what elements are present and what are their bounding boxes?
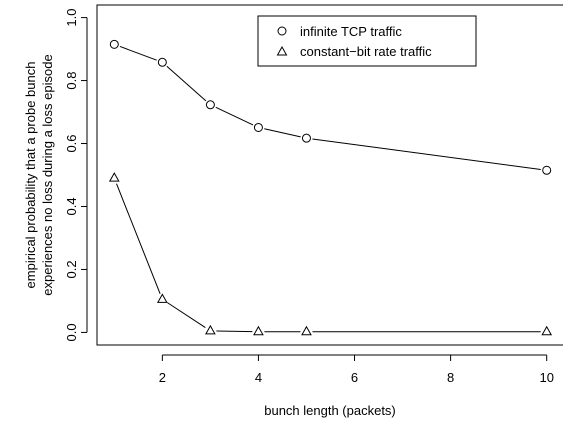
legend-label-cbr: constant−bit rate traffic <box>300 44 432 59</box>
series-0-point <box>253 122 263 132</box>
y-tick-label: 0.4 <box>64 197 79 215</box>
series-0-point <box>205 100 215 110</box>
y-tick-label: 0.6 <box>64 134 79 152</box>
x-tick-label: 8 <box>447 370 454 385</box>
y-tick-label: 0.0 <box>64 323 79 341</box>
chart-axes: 2 4 6 8 10 0.0 0.2 0.4 0.6 0.8 1.0 <box>64 9 554 385</box>
series-1-point <box>541 325 553 336</box>
series-0-segment <box>215 106 254 126</box>
series-1-point <box>301 325 312 336</box>
series-0-segment <box>119 45 157 61</box>
y-axis-label-line-2: experiences no loss during a loss episod… <box>40 54 55 295</box>
y-tick-label: 0.8 <box>64 72 79 90</box>
series-0-segment <box>264 128 301 138</box>
series-1-segment <box>167 302 206 328</box>
series-1-point <box>156 293 168 303</box>
x-tick-label: 6 <box>351 370 358 385</box>
plot-frame <box>96 4 563 346</box>
y-tick-label: 1.0 <box>64 9 79 27</box>
series-0-segment <box>312 138 541 170</box>
series-1-point <box>253 325 264 336</box>
series-0-point <box>157 57 167 67</box>
legend-triangle-icon <box>276 45 288 56</box>
series-0-point <box>301 133 311 143</box>
series-1-segment <box>116 183 161 294</box>
legend-label-tcp: infinite TCP traffic <box>300 24 402 39</box>
series-1-point <box>205 324 216 335</box>
legend-circle-icon <box>277 26 287 36</box>
series-0-segment <box>166 65 207 102</box>
x-tick-label: 10 <box>539 370 553 385</box>
x-tick-label: 2 <box>159 370 166 385</box>
legend-box <box>257 15 477 67</box>
legend: infinite TCP traffic constant−bit rate t… <box>257 15 477 67</box>
y-axis-label-line-1: empirical probability that a probe bunch <box>23 62 38 289</box>
series-1-segment <box>216 330 253 333</box>
y-tick-label: 0.2 <box>64 260 79 278</box>
series-0-point <box>109 39 119 49</box>
x-tick-label: 4 <box>255 370 262 385</box>
series-1-point <box>108 172 120 182</box>
x-axis-label: bunch length (packets) <box>264 403 396 418</box>
series-0-point <box>542 165 552 175</box>
chart-marks <box>108 39 553 336</box>
